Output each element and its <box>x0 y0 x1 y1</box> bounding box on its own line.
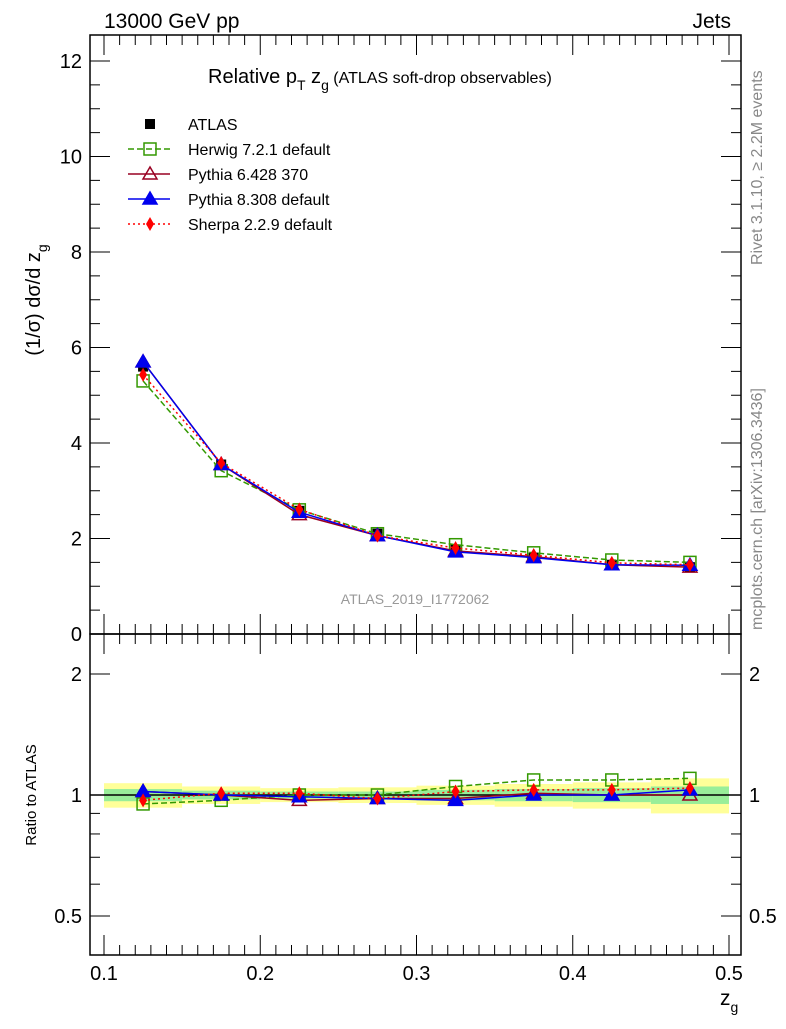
ratio-point <box>529 782 538 797</box>
y-tick-label: 8 <box>71 242 82 264</box>
ratio-point <box>373 791 382 806</box>
ratio-point <box>295 786 304 801</box>
y-axis-label: (1/σ) dσ/d zg <box>23 244 50 355</box>
y-tick-label: 12 <box>60 51 82 73</box>
ratio-point <box>451 784 460 799</box>
x-axis-label: zg <box>720 987 738 1015</box>
ratio-point <box>447 791 464 807</box>
ratio-point <box>139 793 148 808</box>
x-tick-label: 0.4 <box>559 963 587 985</box>
y-tick-label: 4 <box>71 433 82 455</box>
legend-marker <box>141 190 159 205</box>
ratio-line <box>143 777 690 805</box>
ratio-y-tick-label: 1 <box>71 785 82 807</box>
header-left: 13000 GeV pp <box>104 10 239 33</box>
x-tick-label: 0.1 <box>90 963 118 985</box>
data-point <box>217 456 226 471</box>
ratio-line <box>143 789 690 802</box>
ratio-y-tick-label: 1 <box>749 785 760 807</box>
ratio-y-label: Ratio to ATLAS <box>23 744 40 845</box>
mcplots-label: mcplots.cern.ch [arXiv:1306.3436] <box>749 388 766 630</box>
ratio-y-tick-label: 2 <box>71 664 82 686</box>
y-tick-label: 2 <box>71 529 82 551</box>
analysis-watermark: ATLAS_2019_I1772062 <box>341 591 490 607</box>
ratio-point <box>607 782 616 797</box>
legend-label: ATLAS <box>188 117 238 134</box>
data-point <box>529 548 538 563</box>
y-tick-label: 10 <box>60 147 82 169</box>
data-point <box>373 528 382 543</box>
legend-label: Sherpa 2.2.9 default <box>188 217 333 234</box>
legend-marker <box>145 119 155 129</box>
plot-title: Relative pT zg (ATLAS soft-drop observab… <box>208 66 552 93</box>
header-right: Jets <box>692 10 731 33</box>
data-point <box>139 367 148 382</box>
ratio-line <box>142 787 690 802</box>
data-point <box>607 555 616 570</box>
series-line <box>142 361 690 566</box>
y-tick-label: 0 <box>71 624 82 646</box>
data-point <box>685 557 694 572</box>
x-tick-label: 0.5 <box>715 963 743 985</box>
ratio-y-tick-label: 2 <box>749 664 760 686</box>
ratio-y-tick-label: 0.5 <box>749 906 777 928</box>
legend-label: Pythia 6.428 370 <box>188 167 308 184</box>
x-tick-label: 0.3 <box>403 963 431 985</box>
data-point <box>134 353 152 368</box>
legend-marker <box>146 217 154 231</box>
ratio-y-tick-label: 0.5 <box>54 906 82 928</box>
series-line <box>142 374 690 566</box>
y-tick-label: 6 <box>71 338 82 360</box>
legend-marker <box>143 142 157 156</box>
ratio-point <box>217 786 226 801</box>
x-tick-label: 0.2 <box>246 963 274 985</box>
legend-label: Pythia 8.308 default <box>188 192 330 209</box>
legend-marker <box>141 165 159 180</box>
data-point <box>451 541 460 556</box>
rivet-label: Rivet 3.1.10, ≥ 2.2M events <box>749 70 766 265</box>
ratio-point <box>685 781 694 796</box>
data-point <box>295 502 304 517</box>
legend-label: Herwig 7.2.1 default <box>188 142 331 159</box>
series-line <box>142 380 690 564</box>
